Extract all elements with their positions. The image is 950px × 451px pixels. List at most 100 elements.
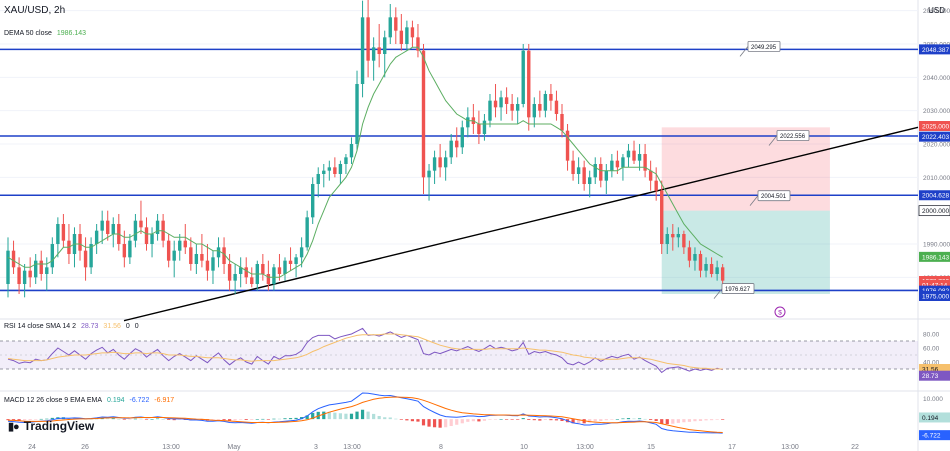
candle-body: [166, 240, 171, 261]
rsi-tick-label: 80.00: [923, 332, 940, 339]
candle-body: [682, 234, 686, 248]
macd-histogram-bar: [682, 419, 686, 423]
candle-body: [56, 224, 60, 244]
candle-body: [416, 37, 420, 51]
macd-histogram-bar: [482, 419, 487, 421]
candle-body: [687, 247, 692, 261]
macd-histogram-bar: [239, 419, 243, 420]
candle-body: [266, 274, 271, 284]
candle-body: [399, 30, 404, 44]
candle-body: [227, 264, 232, 281]
macd-histogram-bar: [288, 418, 293, 420]
dema-value: 1986.143: [56, 30, 87, 37]
callout-pointer: [768, 135, 778, 146]
candle-body: [355, 84, 359, 144]
macd-histogram-bar: [554, 419, 559, 421]
tradingview-logo[interactable]: ▮● TradingView: [8, 419, 94, 433]
macd-histogram-bar: [305, 415, 309, 420]
candle-body: [477, 124, 481, 134]
candle-body: [560, 114, 564, 131]
time-axis-label: 22: [851, 444, 859, 451]
candle-body: [504, 97, 509, 104]
macd-histogram-bar: [698, 419, 703, 422]
time-axis-label: 13:00: [162, 444, 180, 451]
price-axis-label: [919, 251, 950, 262]
time-axis-label: 8: [439, 444, 443, 451]
callout-box: [757, 190, 791, 202]
macd-histogram-bar: [39, 418, 43, 420]
macd-histogram-bar: [144, 419, 149, 420]
rsi-sma-axis-label: [919, 364, 950, 374]
candle-body: [349, 144, 354, 158]
macd-histogram-bar: [167, 419, 171, 420]
macd-histogram-bar: [311, 412, 315, 420]
macd-histogram-bar: [410, 419, 415, 422]
candle-body: [178, 240, 182, 251]
macd-histogram-bar: [106, 418, 110, 420]
macd-histogram-bar: [615, 419, 619, 420]
candle-body: [139, 220, 143, 228]
price-axis-label-text: 2048.387: [922, 47, 949, 54]
macd-histogram-bar: [211, 419, 215, 421]
rsi-tick-label: 60.00: [923, 346, 940, 353]
candle-body: [427, 170, 431, 178]
rsi-axis-label: [919, 370, 950, 381]
callout-box: [776, 130, 810, 141]
candle-body: [671, 234, 675, 238]
candle-body: [665, 234, 669, 244]
macd-histogram-bar: [499, 419, 503, 420]
candle-body: [155, 220, 160, 234]
macd-histogram-bar: [704, 419, 708, 421]
candle-body: [11, 250, 16, 268]
candle-body: [599, 164, 603, 181]
macd-histogram-bar: [172, 419, 176, 421]
candle-body: [643, 154, 647, 171]
candle-body: [554, 100, 559, 114]
candle-body: [211, 257, 215, 271]
macd-signal-line: [7, 396, 723, 433]
currency-switch-icon[interactable]: [774, 306, 786, 318]
candle-body: [89, 244, 93, 268]
macd-histogram-bar: [283, 418, 287, 420]
macd-histogram-bar: [477, 419, 481, 422]
candle-body: [111, 224, 115, 234]
macd-histogram-bar: [261, 418, 265, 420]
callout-text: 2022.556: [780, 134, 806, 140]
candle-body: [704, 264, 708, 271]
price-tick-label: 1990.000: [923, 242, 950, 249]
candle-body: [632, 150, 636, 161]
candle-body: [316, 174, 320, 184]
rsi-tick-label: 40.00: [923, 360, 940, 367]
candle-body: [28, 270, 32, 278]
macd-histogram-bar: [377, 416, 381, 420]
macd-histogram-bar: [344, 413, 348, 420]
macd-histogram-bar: [383, 417, 387, 420]
price-axis-label-text: 2022.403: [922, 134, 949, 141]
candle-body: [383, 37, 387, 54]
time-axis-label: 10: [520, 444, 528, 451]
macd-histogram-bar: [715, 419, 719, 420]
macd-histogram-bar: [11, 419, 16, 421]
time-axis-label: 24: [28, 444, 36, 451]
callout-box: [721, 283, 755, 294]
callout-pointer: [739, 46, 749, 57]
macd-histogram-bar: [466, 419, 470, 422]
macd-histogram-bar: [45, 418, 49, 420]
macd-histogram-bar: [444, 419, 448, 428]
macd-histogram-bar: [399, 419, 403, 420]
macd-histogram-bar: [322, 411, 326, 420]
tradingview-logo-icon: ▮●: [8, 420, 20, 433]
candle-body: [128, 240, 132, 258]
macd-histogram-bar: [228, 419, 232, 421]
time-axis-label: 26: [81, 444, 89, 451]
macd-histogram-bar: [233, 419, 237, 421]
macd-histogram-bar: [155, 418, 160, 420]
rsi-x2: 0: [134, 323, 139, 330]
candle-body: [83, 250, 88, 268]
macd-histogram-bar: [488, 419, 492, 420]
macd-histogram-bar: [432, 419, 437, 428]
macd-histogram-bar: [266, 419, 270, 420]
candle-body: [371, 47, 376, 61]
candle-body: [106, 220, 110, 234]
